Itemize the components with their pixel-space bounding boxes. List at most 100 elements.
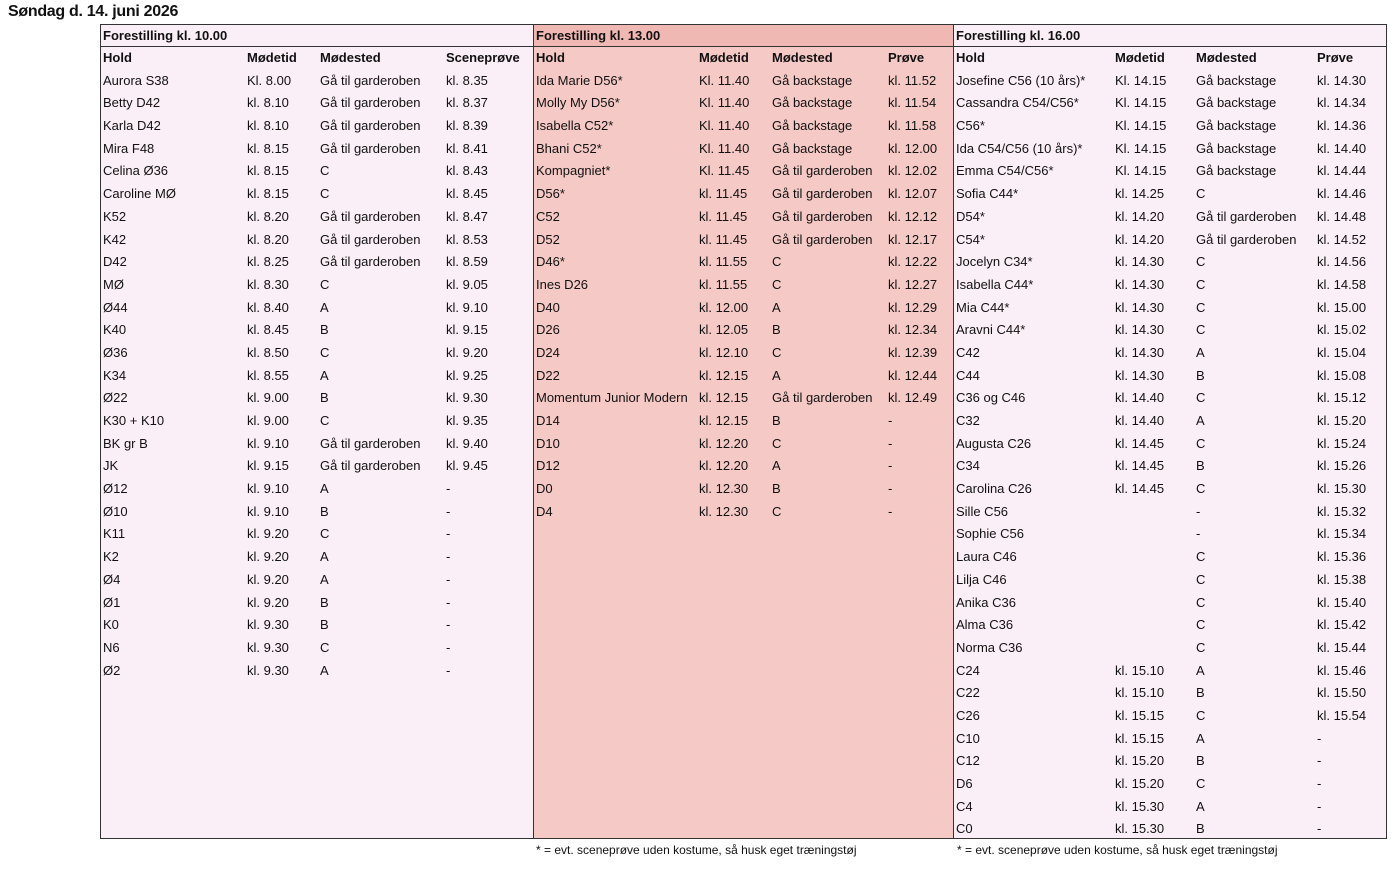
rehearsal-time-cell: kl. 8.59 [446, 254, 488, 270]
table-row: JK kl. 9.15 Gå til garderoben kl. 9.45 [101, 455, 534, 478]
meeting-place-cell: C [1196, 571, 1206, 587]
meeting-time-cell: kl. 8.10 [247, 118, 289, 134]
rehearsal-time-cell: kl. 8.39 [446, 118, 488, 134]
meeting-time-cell: kl. 12.10 [699, 344, 749, 360]
meeting-place-cell: C [1196, 186, 1206, 202]
rehearsal-time-cell: - [446, 662, 451, 678]
meeting-time-cell: kl. 8.15 [247, 140, 289, 156]
rehearsal-time-cell: kl. 8.41 [446, 140, 488, 156]
rehearsal-time-cell: kl. 12.12 [888, 208, 938, 224]
schedule-panel-1000: Forestilling kl. 10.00 Hold Mødetid Mødeste… [100, 24, 534, 839]
hold-cell: D4 [536, 503, 553, 519]
meeting-time-cell: kl. 8.45 [247, 322, 289, 338]
meeting-time-cell: kl. 9.20 [247, 571, 289, 587]
column-header: Mødetid [1115, 50, 1165, 65]
hold-cell: Celina Ø36 [103, 163, 169, 179]
meeting-time-cell: kl. 9.10 [247, 481, 289, 497]
hold-cell: C44 [956, 367, 980, 383]
meeting-place-cell: C [1196, 254, 1206, 270]
meeting-place-cell: C [1196, 390, 1206, 406]
meeting-time-cell: kl. 15.30 [1115, 798, 1165, 814]
column-header: Hold [536, 50, 565, 65]
rehearsal-time-cell: kl. 12.39 [888, 344, 938, 360]
hold-cell: Ø1 [103, 594, 121, 610]
meeting-time-cell: kl. 11.45 [699, 231, 748, 247]
footnote-1600: * = evt. sceneprøve uden kostume, så hus… [957, 843, 1278, 857]
meeting-place-cell: Gå backstage [772, 95, 853, 111]
meeting-time-cell: kl. 12.20 [699, 458, 749, 474]
meeting-place-cell: A [320, 571, 329, 587]
hold-cell: K0 [103, 617, 119, 633]
column-header-row: Hold Mødetid Mødested Sceneprøve [101, 47, 534, 70]
meeting-time-cell: Kl. 11.40 [699, 72, 750, 88]
hold-cell: Ø44 [103, 299, 128, 315]
rehearsal-time-cell: kl. 12.34 [888, 322, 938, 338]
hold-cell: K2 [103, 549, 119, 565]
meeting-place-cell: B [772, 413, 781, 428]
meeting-place-cell: B [320, 617, 329, 633]
meeting-place-cell: Gå backstage [1196, 163, 1277, 179]
rehearsal-time-cell: kl. 14.56 [1317, 254, 1367, 270]
rehearsal-time-cell: kl. 15.26 [1317, 458, 1367, 474]
table-row: Ida C54/C56 (10 års)* Kl. 14.15 Gå backsta… [954, 138, 1386, 161]
hold-cell: N6 [103, 639, 120, 655]
rehearsal-time-cell: kl. 9.05 [446, 276, 488, 292]
meeting-place-cell: Gå til garderoben [320, 231, 421, 247]
rehearsal-time-cell: kl. 15.30 [1317, 481, 1367, 497]
rehearsal-time-cell: - [888, 481, 893, 497]
hold-cell: Aurora S38 [103, 72, 169, 88]
hold-cell: Cassandra C54/C56* [956, 95, 1079, 111]
meeting-place-cell: C [772, 254, 782, 270]
meeting-time-cell: kl. 8.40 [247, 299, 289, 315]
hold-cell: Sophie C56 [956, 526, 1024, 542]
table-row: K52 kl. 8.20 Gå til garderoben kl. 8.47 [101, 206, 534, 229]
table-row: K2 kl. 9.20 A - [101, 546, 534, 569]
hold-cell: Sofia C44* [956, 186, 1019, 202]
meeting-time-cell: Kl. 14.15 [1115, 118, 1167, 134]
rehearsal-time-cell: kl. 15.42 [1317, 617, 1367, 633]
meeting-place-cell: A [1196, 730, 1205, 746]
hold-cell: Kompagniet* [536, 163, 611, 179]
rehearsal-time-cell: kl. 15.38 [1317, 571, 1367, 587]
meeting-time-cell: kl. 12.15 [699, 413, 749, 428]
hold-cell: D26 [536, 322, 560, 338]
hold-cell: Ø36 [103, 344, 128, 360]
meeting-place-cell: C [1196, 276, 1206, 292]
meeting-time-cell: kl. 9.20 [247, 549, 289, 565]
hold-cell: Josefine C56 (10 års)* [956, 72, 1086, 88]
hold-cell: D14 [536, 413, 560, 428]
rehearsal-time-cell: kl. 12.22 [888, 254, 938, 270]
hold-cell: D54* [956, 208, 985, 224]
meeting-time-cell: kl. 14.30 [1115, 344, 1165, 360]
meeting-time-cell: kl. 12.30 [699, 481, 749, 497]
rehearsal-time-cell: kl. 9.25 [446, 367, 488, 383]
hold-cell: BK gr B [103, 435, 148, 451]
meeting-place-cell: C [1196, 322, 1206, 338]
hold-cell: Carolina C26 [956, 481, 1032, 497]
meeting-place-cell: C [1196, 617, 1206, 633]
meeting-time-cell: kl. 15.20 [1115, 753, 1165, 769]
hold-cell: C22 [956, 685, 980, 701]
rehearsal-time-cell: kl. 8.53 [446, 231, 488, 247]
meeting-time-cell: kl. 9.30 [247, 662, 289, 678]
meeting-place-cell: A [320, 367, 329, 383]
meeting-time-cell: kl. 8.15 [247, 186, 289, 202]
meeting-place-cell: Gå til garderoben [320, 72, 421, 88]
meeting-place-cell: A [320, 549, 329, 565]
table-row: Mira F48 kl. 8.15 Gå til garderoben kl. 8.4… [101, 138, 534, 161]
meeting-time-cell: kl. 14.40 [1115, 413, 1165, 428]
hold-cell: Ø4 [103, 571, 121, 587]
meeting-time-cell: kl. 15.15 [1115, 730, 1165, 746]
meeting-time-cell: kl. 11.45 [699, 186, 748, 202]
meeting-time-cell: Kl. 14.15 [1115, 140, 1167, 156]
hold-cell: D0 [536, 481, 553, 497]
rehearsal-time-cell: kl. 12.27 [888, 276, 938, 292]
meeting-place-cell: C [320, 639, 330, 655]
